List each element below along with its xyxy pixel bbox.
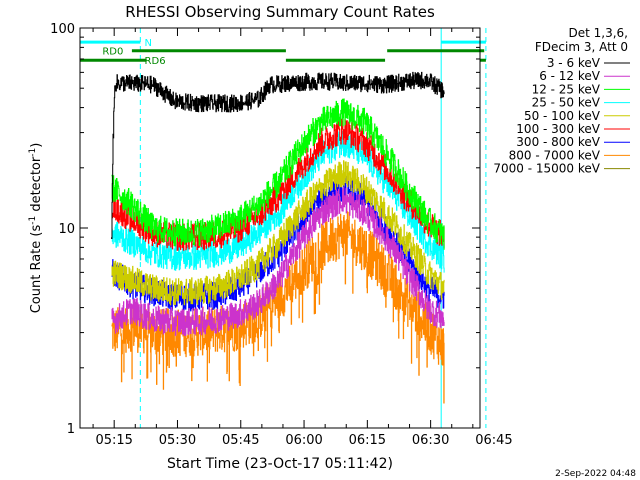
flag-label-rd0: RD0: [102, 47, 123, 58]
y-axis-label-part: ): [29, 143, 44, 148]
legend-label: 100 - 300 keV: [516, 122, 600, 136]
legend-label: 12 - 25 keV: [532, 82, 601, 96]
flag-bars: N RD0 RD6: [80, 38, 486, 67]
legend-header-line: Det 1,3,6,: [569, 26, 629, 40]
legend-label: 800 - 7000 keV: [509, 148, 601, 162]
series-line-50-100kev: [111, 160, 445, 306]
flag-label-n: N: [145, 38, 152, 49]
series-line-12-25kev: [111, 98, 445, 250]
chart-title: RHESSI Observing Summary Count Rates: [125, 3, 435, 21]
y-tick-label: 1: [67, 422, 75, 437]
legend-label: 25 - 50 keV: [532, 96, 601, 110]
legend-header-line: FDecim 3, Att 0: [535, 40, 628, 54]
y-axis-label-exponent: -1: [28, 148, 38, 157]
series-line-6-12kev: [111, 186, 445, 336]
axes: 05:15 05:30 05:45 06:00 06:15 06:30 06:45 1 10 10…: [50, 22, 512, 448]
legend-label: 3 - 6 keV: [547, 56, 601, 70]
x-tick-label: 06:45: [475, 433, 512, 448]
x-tick-label: 06:30: [412, 433, 449, 448]
x-tick-label: 06:00: [285, 433, 322, 448]
y-axis-label: Count Rate (s-1 detector-1): [28, 143, 44, 314]
footer-date: 2-Sep-2022 04:48: [555, 469, 636, 479]
legend-label: 300 - 800 keV: [516, 135, 600, 149]
flag-label-rd6: RD6: [145, 56, 166, 67]
x-tick-label: 06:15: [349, 433, 386, 448]
x-tick-label: 05:45: [222, 433, 259, 448]
y-axis-label-part: Count Rate (s: [29, 225, 44, 314]
y-axis-label-part: detector: [29, 156, 44, 216]
y-tick-label: 100: [50, 22, 75, 37]
series-group: [111, 71, 445, 404]
y-axis-label-exponent: -1: [28, 216, 38, 225]
x-axis-label: Start Time (23-Oct-17 05:11:42): [167, 456, 393, 472]
y-tick-label: 10: [58, 222, 75, 237]
legend-label: 50 - 100 keV: [524, 109, 601, 123]
legend-label: 6 - 12 keV: [539, 69, 601, 83]
x-tick-label: 05:15: [95, 433, 132, 448]
x-tick-label: 05:30: [159, 433, 196, 448]
legend-label: 7000 - 15000 keV: [493, 162, 600, 176]
series-line-3-6kev: [111, 71, 445, 239]
